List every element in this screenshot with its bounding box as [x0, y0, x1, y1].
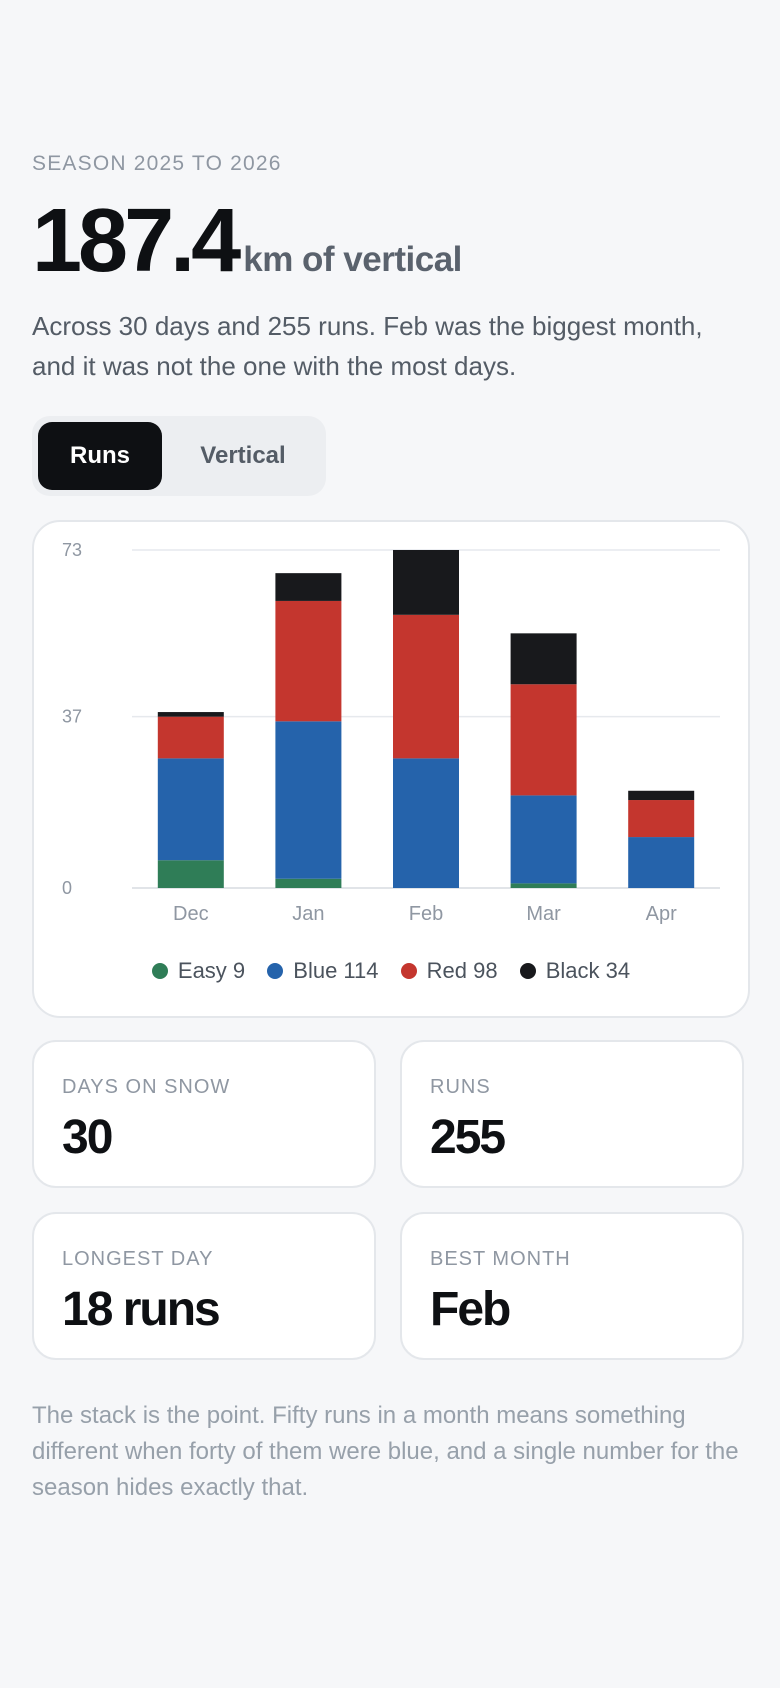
legend-item-black: Black 34 — [519, 958, 631, 984]
headline: 187.4 km of vertical — [32, 196, 462, 286]
bar-mar-blue — [510, 795, 577, 884]
bar-jan-red — [275, 600, 342, 722]
stat-label-runs: RUNS — [430, 1076, 491, 1098]
stat-label-days: DAYS ON SNOW — [62, 1076, 231, 1098]
legend-dot-easy — [151, 963, 168, 979]
total-vertical-unit: km of vertical — [243, 240, 462, 279]
y-tick-label-37: 37 — [62, 707, 82, 727]
stat-card-longest-day: LONGEST DAY 18 runs — [32, 1212, 376, 1360]
bar-apr-black — [628, 790, 695, 801]
season-label: SEASON 2025 TO 2026 — [32, 152, 282, 175]
season-summary-text: Across 30 days and 255 runs. Feb was the… — [32, 311, 703, 381]
bar-feb-blue — [393, 758, 459, 888]
legend-dot-blue — [267, 963, 284, 979]
stat-card-best-month: BEST MONTH Feb — [400, 1212, 744, 1360]
bar-mar-black — [510, 633, 577, 685]
bar-dec-easy — [157, 860, 224, 888]
legend-label-blue: Blue 114 — [293, 958, 379, 983]
stat-card-days: DAYS ON SNOW 30 — [32, 1040, 376, 1188]
y-tick-label-0: 0 — [62, 878, 72, 898]
bar-dec-blue — [157, 758, 224, 861]
stat-value-days: 30 — [62, 1111, 113, 1164]
legend-label-black: Black 34 — [545, 958, 631, 983]
footnote-text: The stack is the point. Fifty runs in a … — [32, 1402, 739, 1501]
x-tick-label-dec: Dec — [173, 903, 209, 925]
runs-chart-card: 0 37 73 Dec Jan Feb Mar Apr Easy 9 Blue 114 Red… — [32, 520, 750, 1018]
x-tick-label-mar: Mar — [526, 903, 561, 925]
metric-toggle: Runs Vertical — [32, 416, 326, 496]
legend-item-red: Red 98 — [400, 958, 498, 984]
runs-stacked-bar-chart: 0 37 73 Dec Jan Feb Mar Apr — [62, 540, 720, 925]
legend-label-red: Red 98 — [426, 958, 498, 983]
x-tick-label-apr: Apr — [646, 903, 677, 925]
bar-dec-red — [157, 716, 224, 759]
toggle-vertical-button[interactable]: Vertical — [168, 422, 318, 490]
bar-feb-red — [393, 614, 459, 759]
bar-apr-blue — [628, 837, 695, 888]
bar-jan-easy — [275, 878, 342, 888]
legend-label-easy: Easy 9 — [177, 958, 246, 983]
legend-item-blue: Blue 114 — [267, 958, 379, 984]
stat-value-longest-day: 18 runs — [62, 1283, 221, 1336]
legend-item-easy: Easy 9 — [151, 958, 246, 984]
stat-value-runs: 255 — [430, 1111, 506, 1164]
bar-apr-red — [628, 800, 695, 838]
stat-value-best-month: Feb — [430, 1283, 511, 1336]
legend-dot-red — [400, 963, 417, 979]
bar-jan-blue — [275, 721, 342, 879]
bar-feb-black — [393, 550, 459, 615]
legend-dot-black — [519, 963, 536, 979]
bar-dec-black — [157, 712, 224, 717]
stat-card-runs: RUNS 255 — [400, 1040, 744, 1188]
stat-label-longest-day: LONGEST DAY — [62, 1248, 214, 1270]
stat-label-best-month: BEST MONTH — [430, 1248, 571, 1270]
x-tick-label-feb: Feb — [409, 903, 443, 925]
total-vertical-value: 187.4 — [32, 191, 241, 291]
bar-mar-easy — [510, 883, 577, 888]
chart-legend: Easy 9 Blue 114 Red 98 Black 34 — [34, 958, 748, 984]
y-tick-label-73: 73 — [62, 540, 82, 560]
bar-jan-black — [275, 573, 342, 601]
x-tick-label-jan: Jan — [292, 903, 324, 925]
toggle-runs-button[interactable]: Runs — [38, 422, 162, 490]
bar-mar-red — [510, 684, 577, 796]
